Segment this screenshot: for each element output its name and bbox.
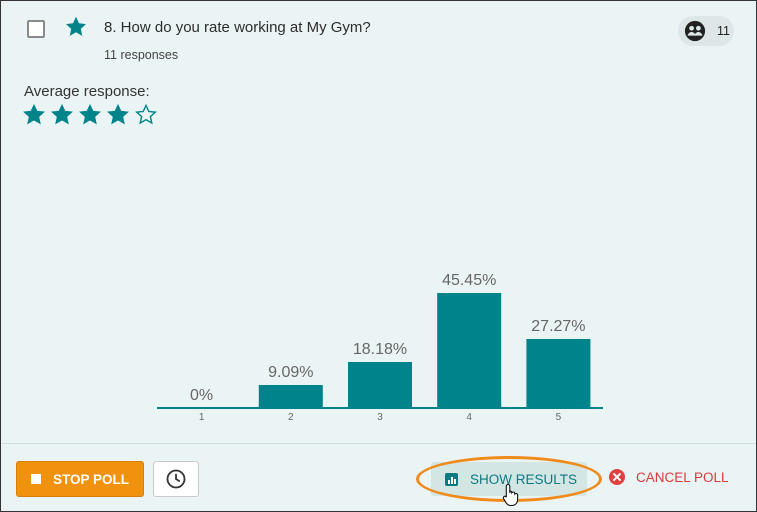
cancel-icon	[609, 469, 625, 485]
stop-poll-label: STOP POLL	[52, 471, 130, 487]
star-filled-icon	[79, 104, 101, 125]
cancel-poll-label: CANCEL POLL	[636, 469, 729, 485]
clock-icon	[166, 469, 186, 489]
participant-count: 11	[717, 24, 730, 38]
star-filled-icon	[51, 104, 73, 125]
bar-5	[526, 339, 591, 408]
stop-icon	[30, 474, 41, 484]
average-response-label: Average response:	[24, 83, 150, 100]
results-bar-chart: 0% 1 9.09% 2 18.18% 3 45.45% 4 27.27% 5	[157, 272, 603, 423]
response-count: 11 responses	[104, 48, 179, 62]
bar-3	[348, 362, 412, 408]
hand-cursor-icon	[502, 483, 519, 507]
x-tick-label-2: 2	[288, 412, 294, 423]
cancel-poll-button[interactable]: CANCEL POLL	[609, 469, 729, 485]
star-icon[interactable]	[64, 15, 88, 39]
bar-value-label-4: 45.45%	[442, 272, 496, 289]
bar-value-label-5: 27.27%	[531, 318, 585, 335]
select-checkbox[interactable]	[27, 20, 45, 38]
bar-value-label-1: 0%	[190, 387, 213, 404]
average-rating-stars	[23, 104, 157, 126]
participants-icon	[684, 20, 706, 42]
bar-2	[258, 385, 323, 408]
participants-badge[interactable]: 11	[678, 16, 734, 46]
star-empty-icon	[135, 104, 157, 125]
bar-4	[437, 293, 502, 408]
x-tick-label-5: 5	[556, 412, 562, 423]
star-filled-icon	[107, 104, 129, 125]
star-filled-icon	[23, 104, 45, 125]
footer-divider	[2, 443, 756, 444]
question-title: 8. How do you rate working at My Gym?	[104, 19, 371, 36]
bar-value-label-2: 9.09%	[268, 364, 313, 381]
x-tick-label-1: 1	[199, 412, 205, 423]
schedule-button[interactable]	[153, 461, 199, 497]
x-tick-label-3: 3	[377, 412, 383, 423]
x-tick-label-4: 4	[466, 412, 472, 423]
bar-value-label-3: 18.18%	[353, 341, 407, 358]
stop-poll-button[interactable]: STOP POLL	[16, 461, 144, 497]
